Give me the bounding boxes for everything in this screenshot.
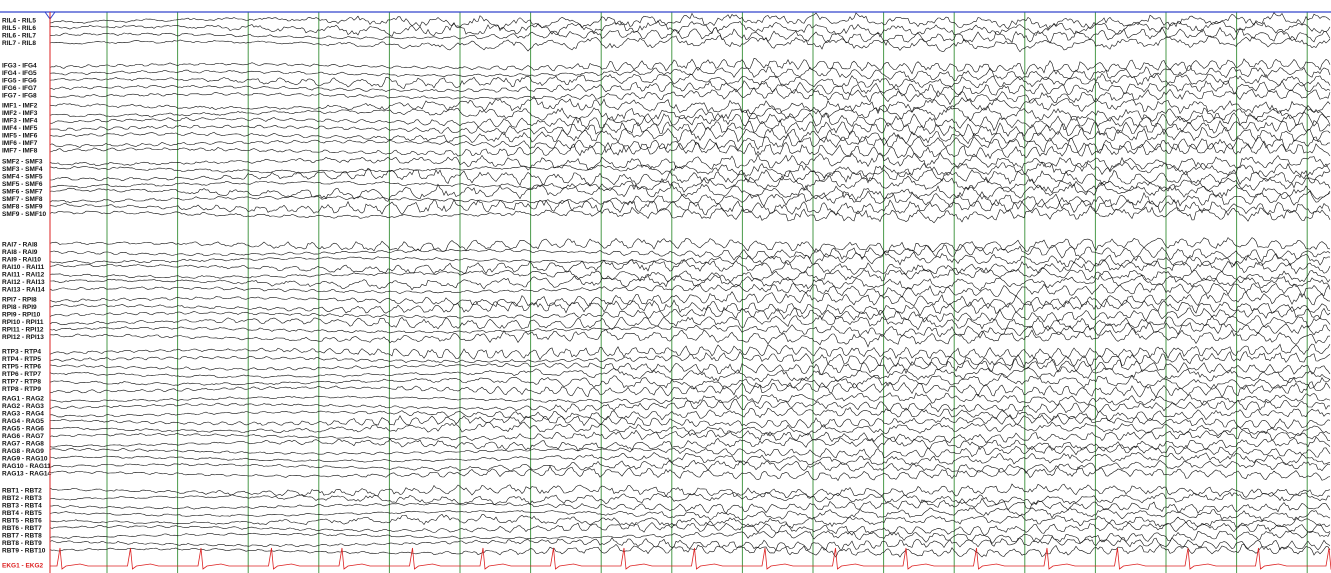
channel-label: RTP3 - RTP4 [2,349,41,356]
eeg-viewer: RIL4 - RIL5RIL5 - RIL6RIL6 - RIL7RIL7 - … [0,0,1331,573]
channel-label: RBT7 - RBT8 [2,533,42,540]
channel-label: RBT1 - RBT2 [2,488,42,495]
channel-label: RAI9 - RAI10 [2,257,41,264]
channel-label: SMF3 - SMF4 [2,166,43,173]
channel-label: IMF3 - IMF4 [2,118,38,125]
channel-label: RAI13 - RAI14 [2,287,45,294]
channel-label: RPI11 - RPI12 [2,327,44,334]
channel-label: RPI9 - RPI10 [2,312,41,319]
channel-label: RIL5 - RIL6 [2,25,36,32]
channel-label: RAG1 - RAG2 [2,396,44,403]
channel-label: RTP8 - RTP9 [2,386,41,393]
channel-label: RAG13 - RAG14 [2,471,52,478]
channel-label: RTP6 - RTP7 [2,371,41,378]
channel-label: RAG3 - RAG4 [2,411,44,418]
channel-label: RBT2 - RBT3 [2,495,42,502]
channel-label: RAG5 - RAG6 [2,426,44,433]
channel-label: IMF1 - IMF2 [2,103,38,110]
channel-label: RAI10 - RAI11 [2,264,45,271]
channel-label: RPI10 - RPI11 [2,319,44,326]
channel-label: RBT4 - RBT5 [2,510,42,517]
channel-label: RTP5 - RTP6 [2,364,41,371]
channel-label: RIL4 - RIL5 [2,18,36,25]
channel-label: RAG10 - RAG11 [2,463,51,470]
channel-label: IFG6 - IFG7 [2,85,37,92]
channel-label: RTP4 - RTP5 [2,356,41,363]
channel-label: SMF2 - SMF3 [2,159,43,166]
channel-label: SMF4 - SMF5 [2,174,43,181]
channel-label: IMF6 - IMF7 [2,140,38,147]
channel-label: RIL6 - RIL7 [2,33,36,40]
channel-label: RTP7 - RTP8 [2,379,41,386]
channel-label: SMF7 - SMF8 [2,196,43,203]
channel-label: RAG8 - RAG9 [2,448,44,455]
channel-label: IFG7 - IFG8 [2,93,37,100]
channel-label: RAI12 - RAI13 [2,279,45,286]
channel-label: RAI11 - RAI12 [2,272,45,279]
channel-label: RPI8 - RPI9 [2,304,37,311]
channel-label: RAG6 - RAG7 [2,433,44,440]
channel-label: SMF8 - SMF9 [2,204,43,211]
ekg-label: EKG1 - EKG2 [2,563,44,570]
channel-label: RBT5 - RBT6 [2,518,42,525]
channel-label: RBT6 - RBT7 [2,525,42,532]
channel-label: RIL7 - RIL8 [2,40,36,47]
channel-label: IFG4 - IFG5 [2,70,37,77]
channel-label: IMF5 - IMF6 [2,133,38,140]
channel-label: RBT9 - RBT10 [2,548,46,555]
channel-label: IMF7 - IMF8 [2,148,38,155]
channel-label: IFG5 - IFG6 [2,78,37,85]
channel-label: RAG7 - RAG8 [2,441,44,448]
channel-label: RBT3 - RBT4 [2,503,42,510]
channel-label: RPI12 - RPI13 [2,334,44,341]
channel-label: RAG2 - RAG3 [2,403,44,410]
channel-label: RBT8 - RBT9 [2,540,42,547]
channel-label: RAI8 - RAI9 [2,249,38,256]
channel-label: IFG3 - IFG4 [2,63,37,70]
channel-label: RAG9 - RAG10 [2,456,48,463]
channel-label: RAI7 - RAI8 [2,242,38,249]
channel-label: RAG4 - RAG5 [2,418,44,425]
channel-label: SMF6 - SMF7 [2,189,43,196]
channel-label: RPI7 - RPI8 [2,297,37,304]
channel-label: IMF4 - IMF5 [2,125,38,132]
channel-label: SMF5 - SMF6 [2,181,43,188]
channel-label: SMF9 - SMF10 [2,211,46,218]
channel-label: IMF2 - IMF3 [2,110,38,117]
